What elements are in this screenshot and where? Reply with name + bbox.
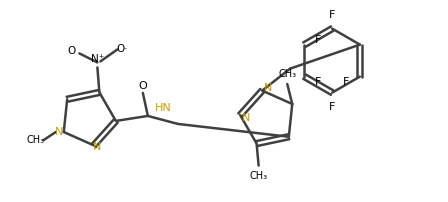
Text: CH₃: CH₃ — [27, 135, 45, 145]
Text: N: N — [55, 127, 63, 137]
Text: O: O — [138, 81, 147, 91]
Text: F: F — [329, 102, 336, 112]
Text: F: F — [329, 10, 336, 20]
Text: N: N — [242, 113, 250, 123]
Text: CH₃: CH₃ — [278, 69, 296, 79]
Text: F: F — [315, 35, 322, 45]
Text: CH₃: CH₃ — [250, 170, 267, 181]
Text: F: F — [343, 77, 349, 87]
Text: HN: HN — [155, 103, 171, 113]
Text: N: N — [264, 83, 272, 93]
Text: F: F — [315, 77, 322, 87]
Text: O·: O· — [116, 44, 128, 54]
Text: N⁺: N⁺ — [91, 54, 104, 64]
Text: O: O — [67, 46, 76, 56]
Text: N: N — [93, 142, 101, 152]
